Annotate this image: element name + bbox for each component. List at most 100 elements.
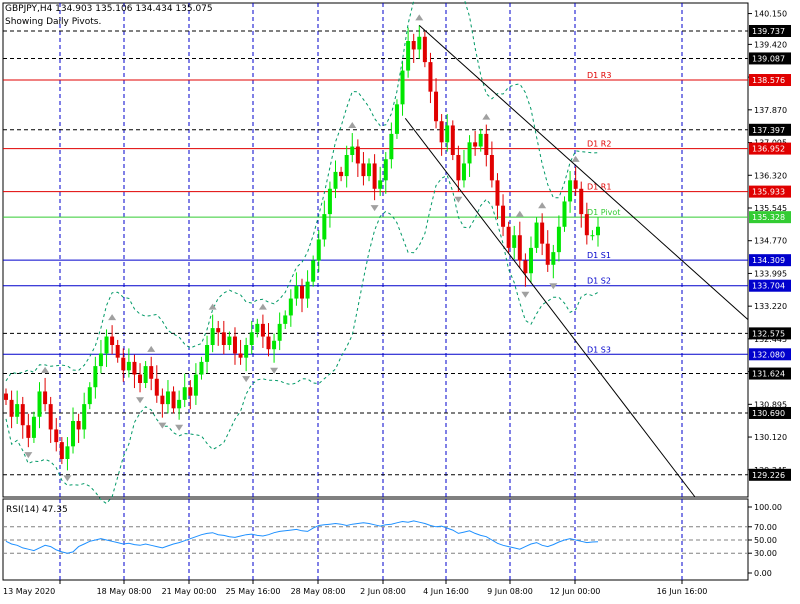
x-tick-label: 13 May 2020 <box>3 587 55 596</box>
bear-candle <box>579 188 584 215</box>
pivot-price-label: 136.952 <box>752 145 785 154</box>
dashed-level-price-tag <box>749 367 791 380</box>
bull-candle <box>199 361 204 375</box>
bear-candle <box>372 163 377 189</box>
bear-candle <box>232 336 237 354</box>
bull-candle <box>98 353 103 367</box>
bull-candle <box>126 361 131 371</box>
bear-candle <box>4 393 8 400</box>
fractal-up-arrow <box>538 202 547 209</box>
bear-candle <box>138 374 143 383</box>
pivot-price-label: 134.309 <box>752 256 785 265</box>
fractal-up-arrow <box>147 345 156 352</box>
bear-candle <box>411 41 416 50</box>
bear-candle <box>216 328 221 333</box>
dashed-level-price-label: 132.575 <box>752 329 785 338</box>
y-tick-label: 133.220 <box>754 302 787 311</box>
dashed-level-price-label: 130.690 <box>752 409 785 418</box>
bull-candle <box>568 180 573 202</box>
fractal-down-arrow <box>242 376 251 383</box>
bull-candle <box>389 133 394 160</box>
bull-candle <box>478 133 483 147</box>
chart-header-symbol: GBPJPY,H4 134.903 135.106 134.434 135.07… <box>5 4 213 14</box>
pivot-line-label: D1 Pivot <box>587 208 620 217</box>
bull-candle <box>596 226 600 236</box>
rsi-y-tick-label: 70.00 <box>754 523 777 532</box>
bull-candle <box>210 328 215 345</box>
dashed-level-price-label: 137.397 <box>752 126 785 135</box>
bear-candle <box>149 366 154 379</box>
bull-candle <box>305 281 310 299</box>
pivot-price-tag <box>749 279 791 292</box>
pivot-price-label: 135.933 <box>752 188 785 197</box>
bear-candle <box>489 155 494 181</box>
bear-candle <box>54 429 59 443</box>
y-tick-label: 130.120 <box>754 433 787 442</box>
bull-candle <box>556 226 561 253</box>
bull-candle <box>104 336 109 354</box>
bear-candle <box>428 62 433 92</box>
y-tick-label: 137.870 <box>754 106 787 115</box>
bull-candle <box>93 366 98 388</box>
fractal-up-arrow <box>515 210 524 217</box>
dashed-level-price-tag <box>749 123 791 136</box>
fractal-down-arrow <box>63 475 72 482</box>
dashed-level-price-tag <box>749 468 791 481</box>
bull-candle <box>177 399 182 409</box>
rsi-y-tick-label: 30.00 <box>754 549 777 558</box>
x-tick-label: 4 Jun 16:00 <box>423 587 469 596</box>
fractal-up-arrow <box>258 303 267 310</box>
bull-candle <box>534 222 539 248</box>
trend-channel-lower-line <box>404 117 696 498</box>
bull-candle <box>244 345 249 358</box>
bull-candle <box>400 70 405 105</box>
x-tick-label: 16 Jun 16:00 <box>657 587 708 596</box>
pivot-price-label: 138.576 <box>752 76 785 85</box>
bull-candle <box>344 155 349 177</box>
bull-candle <box>143 366 148 383</box>
fractal-down-arrow <box>454 196 463 203</box>
bull-candle <box>322 214 327 240</box>
bull-candle <box>551 252 556 265</box>
pivot-price-label: 132.080 <box>752 350 785 359</box>
bear-candle <box>48 404 53 430</box>
fractal-down-arrow <box>24 452 33 459</box>
pivot-price-label: 133.704 <box>752 282 785 291</box>
dashed-level-price-label: 129.226 <box>752 471 785 480</box>
pivot-price-tag <box>749 211 791 224</box>
bull-candle <box>82 404 87 430</box>
bull-candle <box>182 387 187 400</box>
bear-candle <box>523 260 528 274</box>
bull-candle <box>327 188 332 215</box>
bear-candle <box>484 133 489 155</box>
candles-group <box>4 25 600 471</box>
bear-candle <box>361 163 366 177</box>
pivot-line-label: D1 S1 <box>587 251 611 260</box>
bull-candle <box>333 171 338 189</box>
bull-candle <box>590 235 595 237</box>
y-tick-label: 136.320 <box>754 171 787 180</box>
y-tick-label: 140.150 <box>754 10 787 19</box>
y-tick-label: 139.420 <box>754 40 787 49</box>
bear-candle <box>132 361 137 375</box>
y-tick-label: 130.895 <box>754 400 787 409</box>
fractal-up-arrow <box>571 155 580 162</box>
rsi-line <box>5 520 599 554</box>
pivot-line-label: D1 R3 <box>587 71 611 80</box>
bear-candle <box>501 205 506 227</box>
dashed-level-price-label: 139.087 <box>752 54 785 63</box>
dashed-level-price-tag <box>749 52 791 65</box>
bear-candle <box>439 121 444 143</box>
bear-candle <box>43 391 48 405</box>
bull-candle <box>277 323 282 341</box>
bear-candle <box>154 378 159 396</box>
bull-candle <box>283 315 288 324</box>
main-plot-frame <box>2 2 749 498</box>
bear-candle <box>188 387 193 396</box>
bear-candle <box>545 243 550 265</box>
bear-candle <box>160 395 165 405</box>
bear-candle <box>266 336 271 350</box>
upper-band-line <box>5 0 599 382</box>
pivot-price-tag <box>749 142 791 155</box>
